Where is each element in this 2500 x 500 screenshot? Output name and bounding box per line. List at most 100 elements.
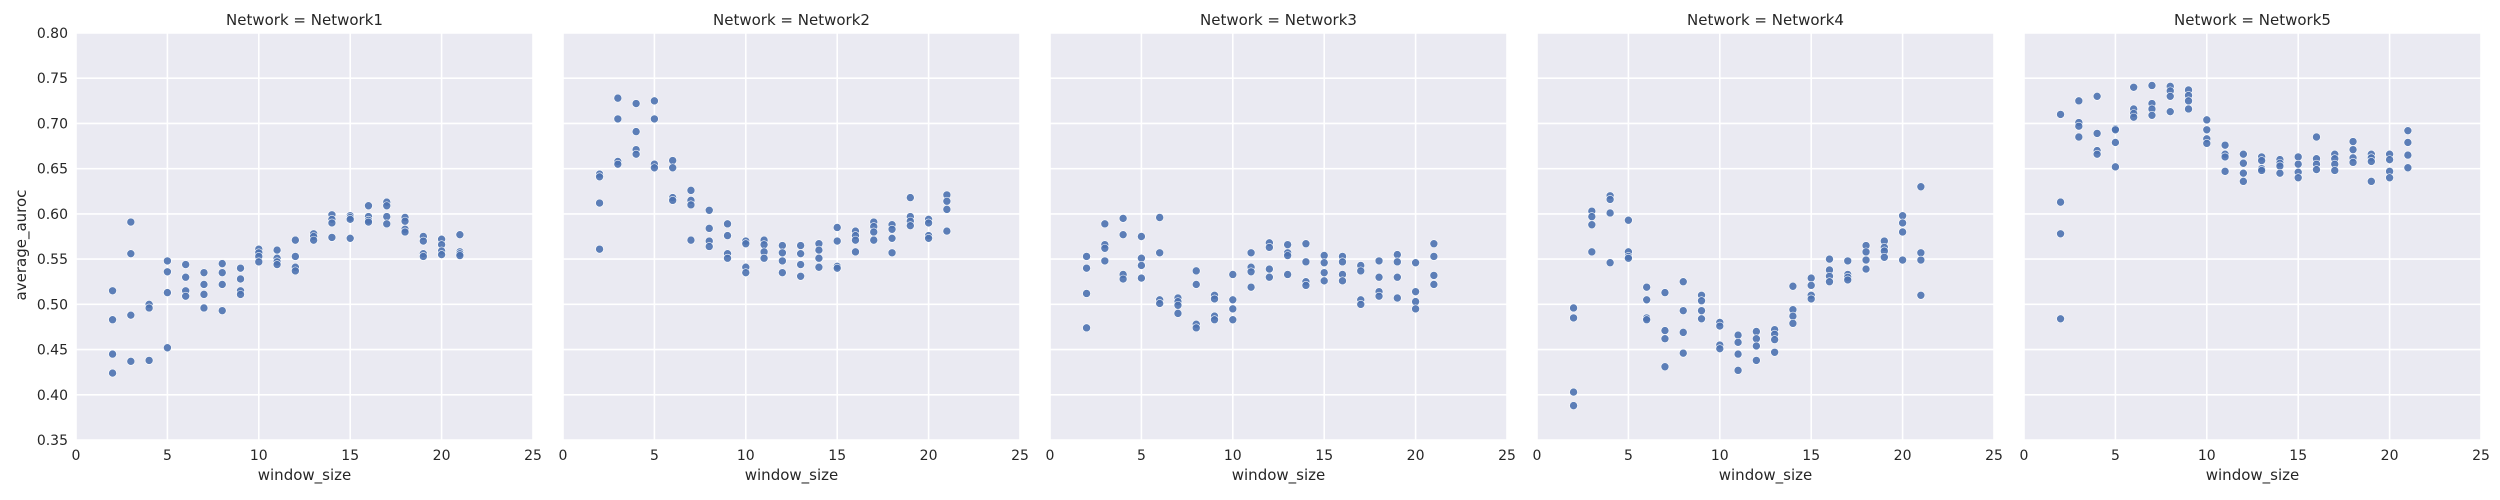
data-point xyxy=(613,93,623,103)
y-tick-label: 0.45 xyxy=(37,343,68,359)
data-point xyxy=(759,240,769,249)
data-point xyxy=(1411,304,1420,314)
facet-title: Network = Network1 xyxy=(226,11,383,29)
data-point xyxy=(1697,314,1706,324)
y-tick-label: 0.35 xyxy=(37,433,68,449)
data-point xyxy=(2239,168,2248,178)
data-point xyxy=(272,245,282,255)
x-tick-label: 0 xyxy=(1046,448,1055,464)
data-point xyxy=(2403,163,2413,173)
data-point xyxy=(1118,230,1128,239)
data-point xyxy=(1806,294,1816,304)
data-point xyxy=(199,268,209,277)
data-point xyxy=(1082,289,1091,298)
data-point xyxy=(1660,288,1670,297)
data-point xyxy=(1733,330,1743,340)
data-point xyxy=(1788,281,1798,291)
data-point xyxy=(778,256,787,266)
data-point xyxy=(1715,344,1725,353)
data-point xyxy=(163,343,172,353)
data-point xyxy=(1788,319,1798,328)
data-point xyxy=(2165,92,2175,101)
data-point xyxy=(1283,270,1292,279)
data-point xyxy=(942,196,952,206)
data-point xyxy=(199,280,209,289)
data-point xyxy=(2348,158,2358,167)
data-point xyxy=(1173,309,1183,318)
data-point xyxy=(382,212,392,221)
data-point xyxy=(1210,294,1219,304)
x-tick-label: 20 xyxy=(433,448,451,464)
x-tick-label: 20 xyxy=(1407,448,1425,464)
data-point xyxy=(814,262,824,272)
data-point xyxy=(1429,239,1439,249)
data-point xyxy=(1587,220,1597,230)
data-point xyxy=(1191,323,1201,333)
data-point xyxy=(1411,287,1420,296)
data-point xyxy=(1173,300,1183,310)
data-point xyxy=(814,253,824,263)
data-point xyxy=(1374,291,1384,301)
data-point xyxy=(2275,161,2285,171)
data-point xyxy=(163,256,172,266)
data-point xyxy=(869,235,879,245)
data-point xyxy=(1916,248,1926,258)
y-tick-label: 0.55 xyxy=(37,252,68,268)
data-point xyxy=(1393,257,1402,267)
data-point xyxy=(832,236,842,246)
data-point xyxy=(1697,306,1706,315)
data-point xyxy=(2367,177,2376,186)
data-point xyxy=(1393,272,1402,282)
data-point xyxy=(126,310,136,320)
data-point xyxy=(668,196,677,205)
data-point xyxy=(631,99,641,108)
x-axis-label: window_size xyxy=(745,466,839,485)
data-point xyxy=(1678,306,1688,315)
data-point xyxy=(2220,152,2230,162)
data-point xyxy=(419,252,428,261)
data-point xyxy=(1697,296,1706,306)
data-point xyxy=(2220,167,2230,176)
x-tick-label: 20 xyxy=(1894,448,1912,464)
y-tick-label: 0.75 xyxy=(37,71,68,87)
data-point xyxy=(2111,138,2120,147)
data-point xyxy=(1642,315,1651,325)
data-point xyxy=(741,239,751,249)
data-point xyxy=(741,268,751,277)
data-point xyxy=(1605,195,1615,204)
data-point xyxy=(1082,263,1091,273)
data-point xyxy=(814,245,824,255)
data-point xyxy=(345,234,355,243)
x-tick-label: 5 xyxy=(2111,448,2120,464)
data-point xyxy=(1861,264,1871,274)
data-point xyxy=(1283,251,1292,260)
data-point xyxy=(236,263,245,273)
data-point xyxy=(2056,314,2065,324)
data-point xyxy=(1429,252,1439,261)
data-point xyxy=(1210,315,1219,325)
data-point xyxy=(236,274,245,284)
data-point xyxy=(704,205,714,215)
data-point xyxy=(1100,219,1110,229)
data-point xyxy=(2293,173,2303,183)
data-point xyxy=(1825,254,1834,264)
data-point xyxy=(778,268,787,277)
data-point xyxy=(2312,132,2321,142)
facet-title: Network = Network5 xyxy=(2174,11,2331,29)
data-point xyxy=(2330,166,2340,175)
data-point xyxy=(796,260,805,269)
x-axis-label: window_size xyxy=(2206,466,2300,485)
data-point xyxy=(2257,156,2266,165)
x-tick-label: 10 xyxy=(1711,448,1729,464)
data-point xyxy=(345,215,355,224)
data-point xyxy=(181,260,190,269)
data-point xyxy=(1569,401,1578,410)
data-point xyxy=(869,227,879,237)
data-point xyxy=(796,271,805,281)
data-point xyxy=(108,286,117,296)
facet-panel: 0 5 10 15 20 25 Network = Network2 window_size xyxy=(559,11,1029,485)
data-point xyxy=(778,248,787,258)
data-point xyxy=(2111,125,2120,135)
data-point xyxy=(2147,81,2157,90)
data-point xyxy=(1660,362,1670,372)
